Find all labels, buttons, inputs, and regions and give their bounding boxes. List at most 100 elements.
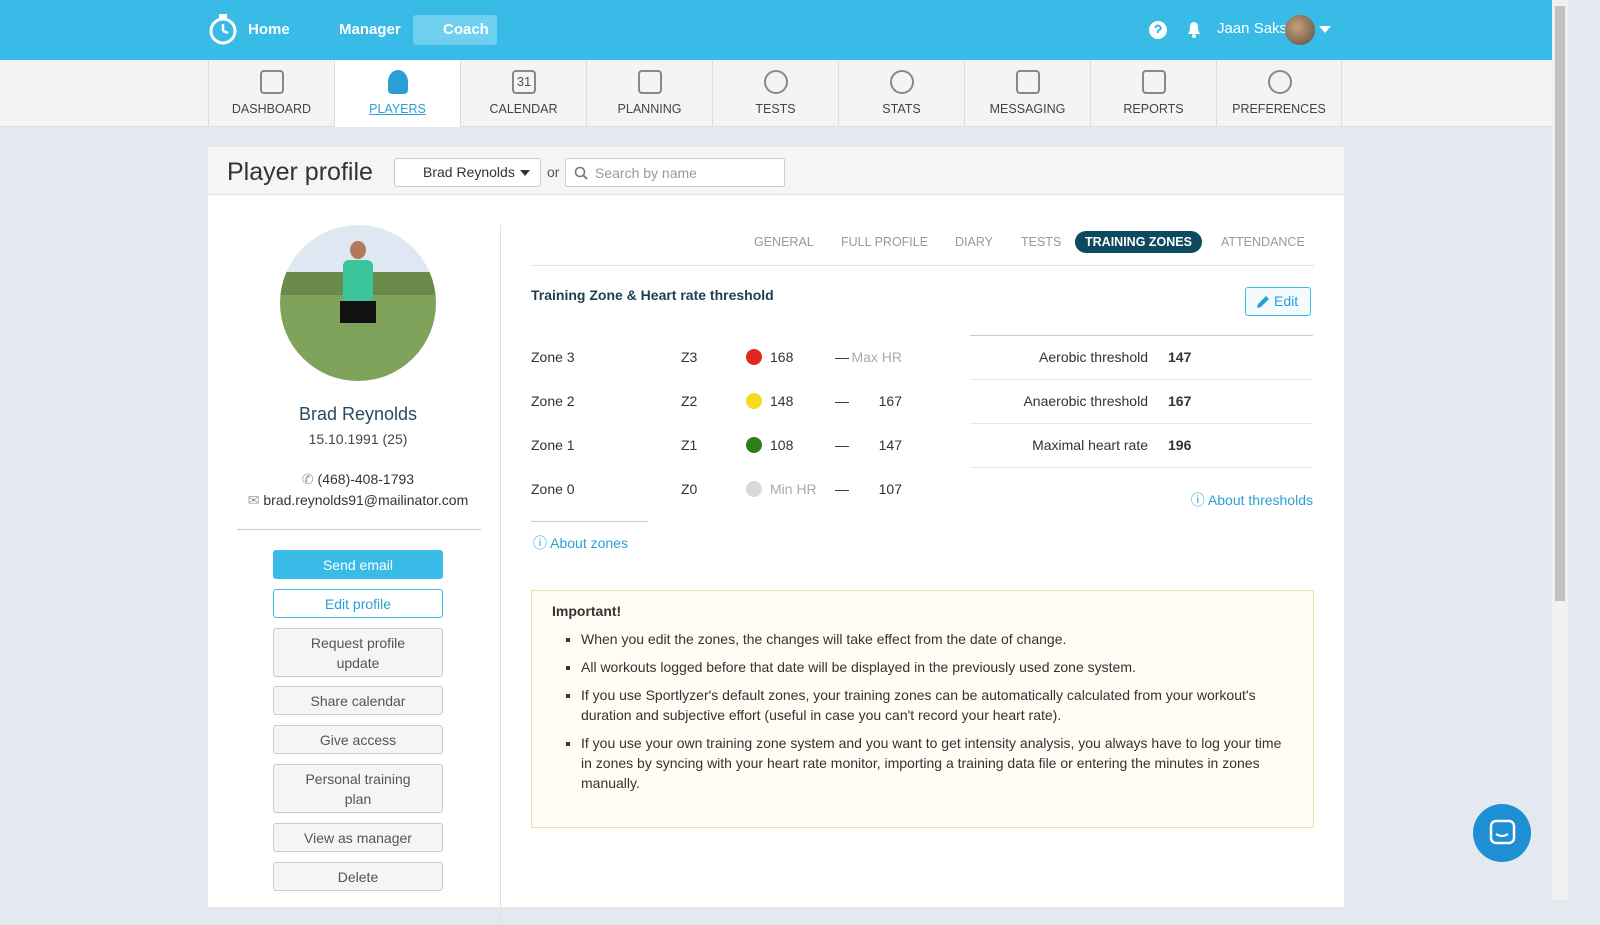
- sub-tab[interactable]: FULL PROFILE: [841, 235, 929, 249]
- zone-row: Zone 1 Z1 108 — 147: [531, 437, 911, 457]
- profile-divider: [237, 529, 481, 530]
- zone-low: Min HR: [770, 481, 817, 497]
- zone-dot: [746, 349, 762, 365]
- tab-icon: [1268, 70, 1292, 94]
- zone-code: Z1: [681, 437, 698, 453]
- important-list: When you edit the zones, the changes wil…: [552, 629, 1293, 793]
- threshold-value: 167: [1168, 393, 1192, 409]
- main-tab[interactable]: REPORTS: [1090, 60, 1216, 127]
- tab-label: PREFERENCES: [1232, 102, 1326, 116]
- search-input[interactable]: Search by name: [565, 158, 785, 187]
- zone-high: 147: [878, 437, 902, 453]
- profile-button[interactable]: Request profile update: [273, 628, 443, 677]
- zone-low: 168: [770, 349, 794, 365]
- important-item: If you use Sportlyzer's default zones, y…: [581, 685, 1293, 725]
- tab-icon: [764, 70, 788, 94]
- phone-text: (468)-408-1793: [317, 471, 415, 487]
- main-tab[interactable]: DASHBOARD: [208, 60, 334, 127]
- card-header: Player profile Brad Reynolds or Search b…: [208, 147, 1344, 195]
- edit-label: Edit: [1274, 293, 1299, 309]
- zone-low: 108: [770, 437, 794, 453]
- threshold-row: Aerobic threshold 147: [970, 336, 1313, 380]
- player-email: ✉ brad.reynolds91@mailinator.com: [247, 492, 469, 508]
- main-tab[interactable]: STATS: [838, 60, 964, 127]
- nav-item[interactable]: Coach: [413, 15, 497, 45]
- zone-dot: [746, 393, 762, 409]
- bell-icon[interactable]: [1185, 19, 1203, 39]
- about-thresholds-link[interactable]: ⓘ About thresholds: [1190, 492, 1313, 508]
- help-icon[interactable]: [1148, 20, 1168, 40]
- threshold-label: Anaerobic threshold: [1023, 393, 1148, 409]
- search-placeholder: Search by name: [595, 165, 697, 181]
- main-tab[interactable]: MESSAGING: [964, 60, 1090, 127]
- zone-name: Zone 3: [531, 349, 575, 365]
- profile-button[interactable]: Share calendar: [273, 686, 443, 715]
- sub-tab[interactable]: ATTENDANCE: [1221, 235, 1305, 249]
- nav-item[interactable]: Home: [248, 21, 290, 38]
- player-birth: 15.10.1991 (25): [308, 431, 408, 447]
- zone-high: Max HR: [851, 349, 902, 365]
- threshold-label: Aerobic threshold: [1039, 349, 1148, 365]
- zones-divider: [531, 521, 648, 522]
- important-item: When you edit the zones, the changes wil…: [581, 629, 1293, 649]
- profile-button[interactable]: Send email: [273, 550, 443, 579]
- threshold-label: Maximal heart rate: [1032, 437, 1148, 453]
- user-name[interactable]: Jaan Saks: [1217, 20, 1288, 37]
- profile-button[interactable]: Personal training plan: [273, 764, 443, 813]
- profile-button[interactable]: View as manager: [273, 823, 443, 852]
- thresholds-top-line: [970, 335, 1313, 336]
- about-zones-link[interactable]: ⓘ About zones: [533, 535, 628, 551]
- important-item: All workouts logged before that date wil…: [581, 657, 1293, 677]
- threshold-row: Maximal heart rate 196: [970, 424, 1313, 468]
- profile-button[interactable]: Edit profile: [273, 589, 443, 618]
- page-title: Player profile: [227, 158, 373, 186]
- player-phone: ✆ (468)-408-1793: [301, 471, 415, 487]
- zone-code: Z2: [681, 393, 698, 409]
- sub-tab[interactable]: DIARY: [955, 235, 993, 249]
- important-title: Important!: [552, 603, 622, 619]
- threshold-value: 147: [1168, 349, 1192, 365]
- zone-dash: —: [835, 349, 849, 365]
- main-tab[interactable]: PREFERENCES: [1216, 60, 1342, 127]
- top-bar: Home Manager Coach Jaan Saks: [0, 0, 1552, 60]
- profile-button[interactable]: Delete: [273, 862, 443, 891]
- zone-code: Z3: [681, 349, 698, 365]
- zone-high: 107: [878, 481, 902, 497]
- main-tab[interactable]: 31 CALENDAR: [460, 60, 586, 127]
- zone-name: Zone 2: [531, 393, 575, 409]
- player-select[interactable]: Brad Reynolds: [394, 158, 541, 187]
- tab-icon: [890, 70, 914, 94]
- about-zones-text: About zones: [550, 535, 628, 551]
- user-caret[interactable]: [1319, 26, 1331, 34]
- threshold-value: 196: [1168, 437, 1192, 453]
- about-thresholds-text: About thresholds: [1207, 492, 1313, 508]
- chat-button[interactable]: [1473, 804, 1531, 862]
- tab-label: PLANNING: [617, 102, 682, 116]
- zone-row: Zone 3 Z3 168 — Max HR: [531, 349, 911, 369]
- tab-label: REPORTS: [1123, 102, 1184, 116]
- tab-label: STATS: [882, 102, 921, 116]
- nav-item[interactable]: Manager: [339, 21, 401, 38]
- zone-row: Zone 0 Z0 Min HR — 107: [531, 481, 911, 501]
- important-item: If you use your own training zone system…: [581, 733, 1293, 793]
- zone-dot: [746, 481, 762, 497]
- tab-label: PLAYERS: [369, 102, 426, 116]
- main-tab[interactable]: PLAYERS: [334, 60, 460, 127]
- scroll-thumb[interactable]: [1555, 6, 1565, 601]
- profile-button[interactable]: Give access: [273, 725, 443, 754]
- sub-tab[interactable]: TESTS: [1021, 235, 1062, 249]
- user-avatar[interactable]: [1285, 15, 1315, 45]
- edit-zones-button[interactable]: Edit: [1245, 287, 1311, 316]
- sub-tab[interactable]: GENERAL: [754, 235, 814, 249]
- main-tab[interactable]: PLANNING: [586, 60, 712, 127]
- zone-name: Zone 0: [531, 481, 575, 497]
- tab-label: TESTS: [755, 102, 796, 116]
- player-photo: [280, 225, 436, 381]
- sub-tab[interactable]: TRAINING ZONES: [1075, 231, 1202, 253]
- zones-title: Training Zone & Heart rate threshold: [531, 287, 774, 303]
- sub-tabs-line: [531, 265, 1314, 266]
- main-tab[interactable]: TESTS: [712, 60, 838, 127]
- calendar-icon: 31: [512, 70, 536, 94]
- zone-name: Zone 1: [531, 437, 575, 453]
- tab-label: CALENDAR: [489, 102, 558, 116]
